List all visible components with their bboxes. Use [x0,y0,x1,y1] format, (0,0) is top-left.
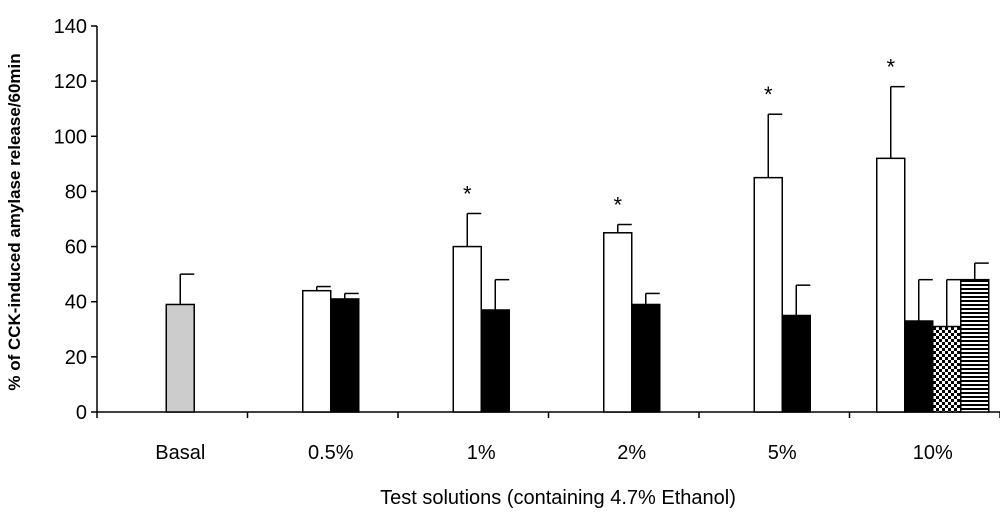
y-tick-label: 0 [76,402,87,424]
x-tick-label: 5% [768,442,797,464]
bar-dotted [932,325,962,413]
y-tick-label: 100 [54,126,87,148]
bar-black [904,320,934,413]
y-tick-label: 120 [54,71,87,93]
bar-white [876,157,906,413]
x-tick-label: 2% [617,442,646,464]
y-tick-label: 60 [65,237,87,259]
bar-white [452,245,482,413]
bar-white [753,176,783,413]
x-tick-label: 10% [913,442,953,464]
bar-black [781,314,811,413]
bar-black [631,303,661,413]
significance-star: * [463,181,472,206]
plot-area: 0 20 40 60 80 100 120 140 Basal 0.5% 1% 2% 5% 10% * * * * [54,16,1000,464]
y-tick-label: 80 [65,181,87,203]
bar-white [302,289,332,413]
y-tick-label: 20 [65,347,87,369]
x-tick-label: 1% [467,442,496,464]
bar-gray [165,303,195,413]
bar-black [330,298,360,413]
x-axis-title: Test solutions (containing 4.7% Ethanol) [380,487,736,509]
significance-star: * [764,82,773,107]
bar-black [480,309,510,413]
x-tick-label: 0.5% [308,442,354,464]
y-tick-label: 40 [65,292,87,314]
y-tick-label: 140 [54,16,87,38]
bar-white [603,232,633,413]
y-axis-title: % of CCK-induced amylase release/60min [5,53,24,390]
significance-star: * [613,193,622,218]
significance-star: * [886,55,895,80]
x-tick-label: Basal [155,442,205,464]
bar-striped [960,278,990,413]
